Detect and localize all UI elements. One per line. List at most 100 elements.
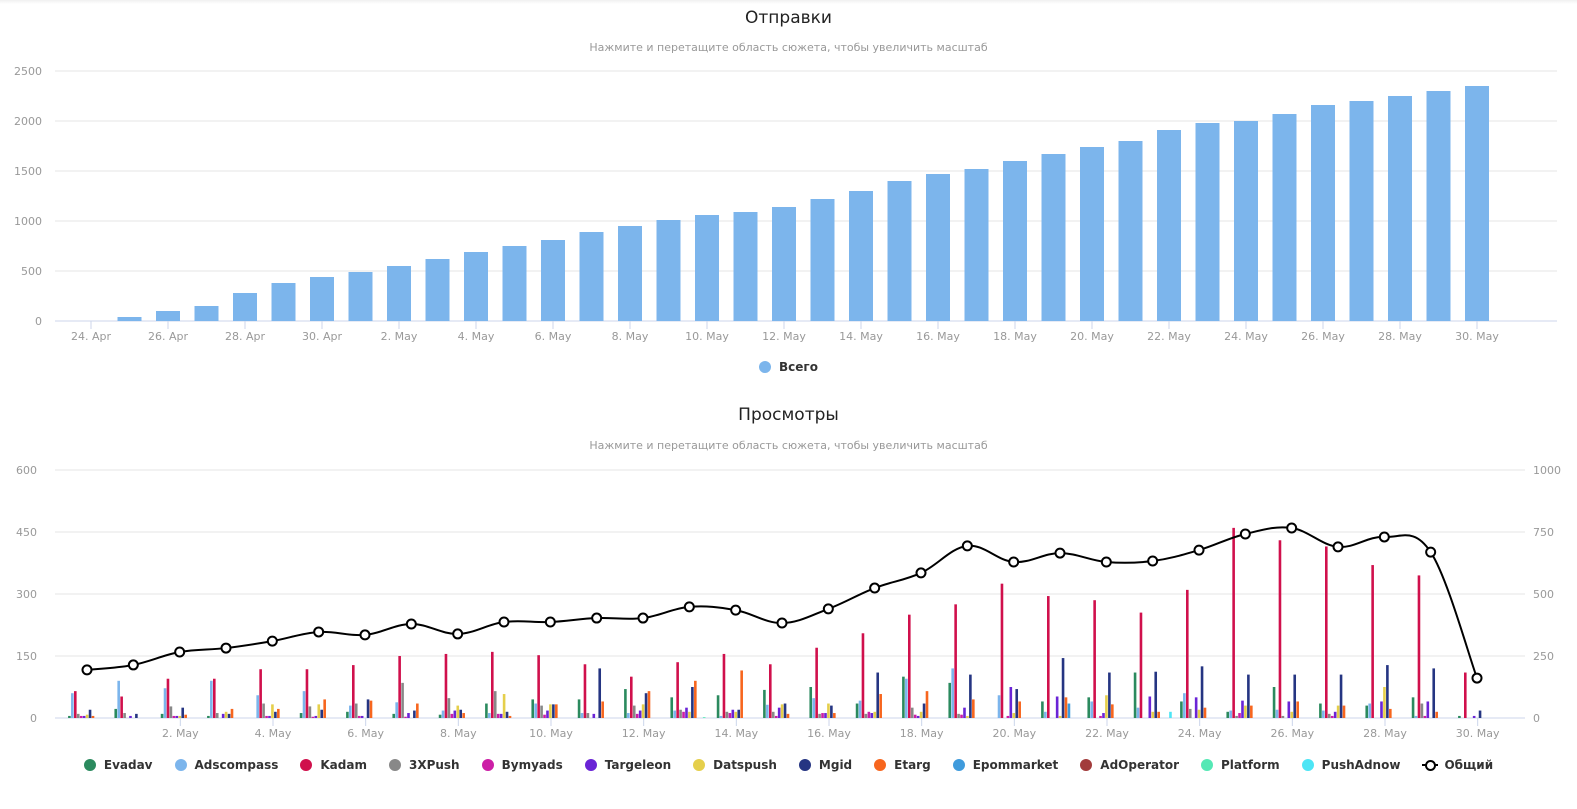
bar-kadam [1278, 540, 1282, 718]
bar-kadam [583, 664, 587, 718]
bar-kadam [1047, 596, 1050, 718]
bar-mgid [1154, 671, 1158, 718]
bar-targeleon [592, 713, 596, 718]
legend-item-epommarket[interactable]: Epommarket [952, 758, 1058, 772]
bar-etarg [1064, 697, 1068, 718]
bar-etarg [740, 670, 743, 718]
legend-label: PushAdnow [1321, 758, 1401, 772]
legend-item-kadam[interactable]: Kadam [300, 758, 367, 772]
bar-bymyads [1423, 715, 1427, 718]
bar-adscompass [441, 710, 445, 718]
bar-3xpush [308, 706, 312, 718]
bar [618, 226, 642, 321]
legend-item-pushadnow[interactable]: PushAdnow [1301, 758, 1401, 772]
bar-3xpush [447, 698, 451, 718]
bar-targeleon [870, 713, 874, 718]
bar-mgid [1339, 674, 1343, 718]
bar-datspush [456, 705, 460, 718]
legend-item-obshchiy[interactable]: Общий [1422, 758, 1493, 772]
bar-adscompass [1183, 693, 1186, 718]
legend-label: Adscompass [194, 758, 279, 772]
legend-item-evadav[interactable]: Evadav [83, 758, 153, 772]
bar-kadam [491, 651, 494, 718]
bar-evadav [346, 711, 349, 718]
line-point [637, 612, 649, 624]
bar-datspush [827, 703, 830, 718]
bar-targeleon [314, 715, 318, 718]
bar-evadav [299, 713, 303, 718]
x-tick-label: 4. May [255, 727, 292, 740]
y-tick-label: 1500 [14, 165, 42, 178]
bar [425, 259, 450, 321]
line-point [81, 664, 93, 676]
legend-label: Platform [1221, 758, 1280, 772]
x-tick-label: 24. May [1224, 330, 1268, 343]
bar-datspush [1058, 715, 1062, 718]
bar-mgid [783, 703, 787, 718]
bar-adscompass [210, 680, 213, 718]
legend-marker-icon [693, 759, 706, 771]
x-tick-label: 16. May [916, 330, 960, 343]
legend-label: Общий [1444, 758, 1494, 772]
bar-datspush [966, 715, 969, 718]
legend-marker-icon [300, 759, 313, 771]
bar-bymyads [1238, 713, 1241, 718]
bar-adscompass [1229, 710, 1232, 718]
bar-mgid [552, 704, 555, 718]
bar-evadav [577, 699, 581, 718]
legend-item-datspush[interactable]: Datspush [693, 758, 777, 772]
legend-item-adoperator[interactable]: AdOperator [1080, 758, 1179, 772]
bar-3xpush [215, 713, 219, 718]
bar-mgid [1432, 668, 1436, 718]
bar-adscompass [1414, 715, 1418, 718]
legend-item-platform[interactable]: Platform [1201, 758, 1280, 772]
bar-adscompass [534, 703, 537, 718]
bar [348, 272, 373, 321]
bar-datspush [317, 704, 321, 718]
bar-adscompass [905, 678, 908, 718]
bar-mgid [227, 713, 231, 718]
legend-item-vsego[interactable]: Всего [759, 360, 818, 374]
bar-etarg [1111, 704, 1114, 718]
bar-mgid [922, 703, 926, 718]
legend-marker-icon [1201, 759, 1214, 771]
bar-adscompass [71, 693, 74, 718]
bar-3xpush [957, 713, 960, 718]
bar-evadav [902, 676, 905, 718]
bar-3xpush [540, 705, 543, 718]
bar [1465, 86, 1489, 321]
legend-item-bymyads[interactable]: Bymyads [481, 758, 563, 772]
bar-etarg [1250, 705, 1253, 718]
bar-3xpush [401, 682, 404, 718]
x-tick-label: 28. May [1378, 330, 1422, 343]
legend-item-targeleon[interactable]: Targeleon [584, 758, 671, 772]
line-point [1425, 546, 1437, 558]
bar-kadam [1371, 565, 1374, 718]
legend-label: Etarg [894, 758, 931, 772]
legend-item-adscompass[interactable]: Adscompass [174, 758, 279, 772]
bar-mgid [830, 705, 833, 718]
legend-marker-icon [83, 759, 96, 771]
legend-item-etarg[interactable]: Etarg [874, 758, 931, 772]
x-tick-label: 24. Apr [71, 330, 111, 343]
bar-kadam [722, 653, 726, 718]
bar [579, 232, 604, 321]
bar-targeleon [82, 715, 86, 718]
chart1-plot[interactable]: 0 500 1000 1500 2000 2500 24. Apr 26. Apr 28. Ap… [0, 0, 1577, 360]
legend-item-mgid[interactable]: Mgid [798, 758, 852, 772]
bar-targeleon [407, 713, 410, 718]
legend-label: Bymyads [501, 758, 563, 772]
bar-mgid [691, 687, 694, 718]
y-left-tick-label: 300 [16, 588, 37, 601]
bar [887, 181, 912, 321]
bar-3xpush [76, 713, 80, 718]
bar-kadam [1464, 672, 1467, 718]
bar-evadav [68, 715, 71, 718]
legend-marker-icon [174, 759, 187, 771]
bar [502, 246, 527, 321]
bar-3xpush [169, 706, 173, 718]
legend-label: Всего [779, 360, 818, 374]
bar-evadav [207, 715, 210, 718]
legend-item-3xpush[interactable]: 3XPush [388, 758, 460, 772]
